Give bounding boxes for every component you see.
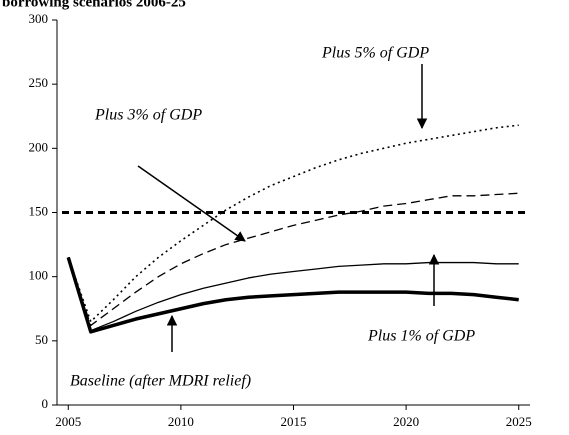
y-tick-label: 200	[29, 139, 49, 154]
y-tick-label: 250	[29, 75, 49, 90]
x-tick-label: 2015	[281, 414, 307, 429]
arrow	[137, 165, 246, 242]
series-line	[67, 192, 519, 327]
annotation: Plus 5% of GDP	[321, 45, 429, 62]
x-tick-label: 2010	[168, 414, 194, 429]
series-line	[66, 256, 519, 334]
y-tick-label: 300	[29, 11, 49, 26]
y-tick-label: 150	[29, 203, 49, 218]
x-tick-label: 2025	[506, 414, 532, 429]
x-tick-label: 2020	[393, 414, 419, 429]
annotation: Baseline (after MDRI relief)	[70, 373, 251, 390]
y-tick-label: 0	[42, 396, 49, 411]
series-line	[67, 124, 519, 323]
annotation: Plus 1% of GDP	[367, 328, 475, 345]
y-tick-label: 50	[35, 332, 48, 347]
annotation: Plus 3% of GDP	[94, 107, 202, 124]
series-line	[67, 257, 519, 332]
y-tick-label: 100	[29, 268, 49, 283]
chart-title: borrowing scenarios 2006-25	[2, 0, 186, 10]
x-tick-label: 2005	[55, 414, 81, 429]
